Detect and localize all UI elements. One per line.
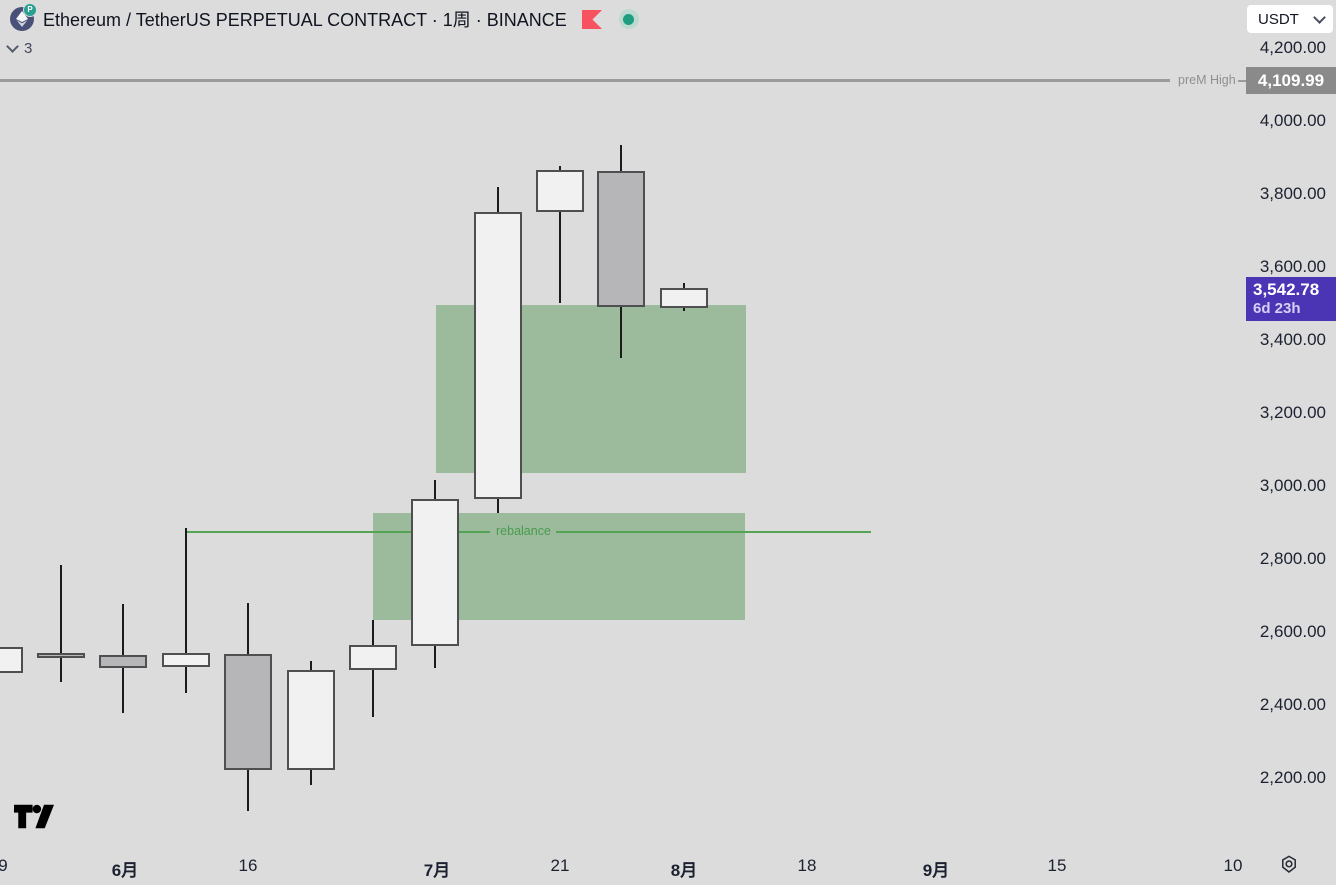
candle-8-body (474, 211, 522, 500)
candle-9-wick (559, 165, 561, 304)
time-tick: 18 (797, 856, 817, 875)
price-tick: 3,000.00 (1259, 476, 1326, 495)
price-tick: 2,600.00 (1259, 622, 1326, 641)
chevron-down-icon (6, 40, 19, 53)
candle-9-body (536, 169, 584, 212)
candle-11-body (660, 287, 708, 308)
candle-10-body (597, 171, 645, 308)
time-tick: 6月 (111, 861, 139, 880)
eth-diamond-icon (16, 11, 28, 27)
chevron-down-icon (1313, 11, 1326, 24)
prem-high-line[interactable] (0, 79, 1170, 83)
prem-high-price-badge: 4,109.99 (1246, 67, 1336, 95)
time-tick: 21 (550, 856, 570, 875)
candle-4-body (224, 653, 272, 770)
tradingview-logo[interactable] (14, 804, 54, 834)
price-axis[interactable]: 4,200.00 4,000.00 3,800.00 3,600.00 3,400.00… (1241, 0, 1336, 845)
prem-high-line-label: preM High (1178, 72, 1236, 87)
indicator-count: 3 (24, 40, 33, 57)
price-tick: 2,400.00 (1259, 695, 1326, 714)
candle-1-wick (60, 564, 62, 682)
candle-5-body (287, 669, 335, 770)
candle-2-body (99, 654, 147, 669)
gear-icon[interactable] (1278, 854, 1300, 876)
time-tick: 8月 (670, 861, 698, 880)
candle-0-body (0, 646, 23, 673)
candle-1-body (37, 652, 85, 658)
chart-header: P Ethereum / TetherUS PERPETUAL CONTRACT… (10, 3, 639, 32)
countdown-timer: 6d 23h (1253, 299, 1301, 317)
price-tick: 3,800.00 (1259, 184, 1326, 203)
candle-3-wick (185, 527, 187, 693)
symbol-title[interactable]: Ethereum / TetherUS PERPETUAL CONTRACT ·… (43, 10, 567, 30)
last-price-badge: 3,542.78 6d 23h (1246, 276, 1336, 321)
market-status-icon[interactable] (618, 9, 639, 29)
time-tick: 9 (0, 856, 8, 875)
ethereum-logo-icon: P (10, 3, 37, 31)
time-tick: 15 (1047, 856, 1067, 875)
candle-6-body (349, 645, 397, 670)
time-tick: 10 (1223, 856, 1243, 875)
price-tick: 3,400.00 (1259, 330, 1326, 349)
candle-7-body (411, 499, 459, 646)
perpetual-badge-icon: P (23, 3, 37, 17)
rebalance-line[interactable] (186, 530, 490, 533)
currency-selector[interactable]: USDT (1247, 5, 1333, 33)
flag-icon[interactable] (581, 9, 602, 29)
rebalance-line[interactable] (556, 530, 871, 533)
rebalance-line-label: rebalance (496, 523, 551, 538)
price-tick: 4,200.00 (1259, 38, 1326, 57)
indicator-collapse-row[interactable]: 3 (6, 40, 33, 57)
last-price-value: 3,542.78 (1253, 279, 1320, 299)
price-tick: 3,600.00 (1259, 257, 1326, 276)
time-tick: 9月 (922, 861, 950, 880)
price-tick: 2,200.00 (1259, 768, 1326, 787)
price-tick: 4,000.00 (1259, 111, 1326, 130)
price-tick: 3,200.00 (1259, 403, 1326, 422)
prem-high-line-label-dash (1238, 79, 1246, 82)
time-axis[interactable]: 9 6月 16 7月 21 8月 18 9月 15 10 (0, 845, 1336, 885)
currency-selected-label: USDT (1258, 10, 1299, 28)
time-tick: 7月 (423, 861, 451, 880)
time-tick: 16 (238, 856, 258, 875)
price-tick: 2,800.00 (1259, 549, 1326, 568)
candle-3-body (162, 652, 210, 668)
